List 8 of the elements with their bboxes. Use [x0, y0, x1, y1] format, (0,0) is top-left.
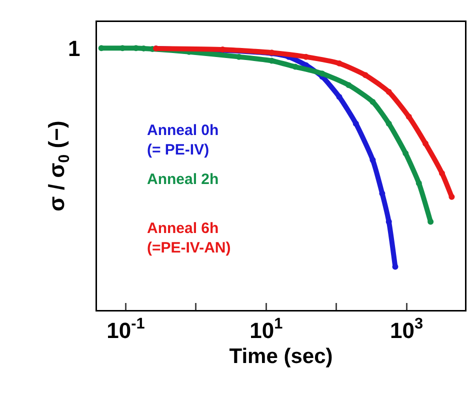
- text: Anneal 0h (= PE-IV): [147, 122, 219, 158]
- x-tick-label: 10$^{-1}$: [106, 316, 146, 343]
- text: 1: [68, 36, 80, 61]
- text: Anneal 2h: [147, 171, 219, 188]
- x-tick-label: 10$^{3}$: [390, 316, 424, 343]
- text: Anneal 6h (=PE-IV-AN): [147, 220, 231, 256]
- x-tick-label: 10$^{1}$: [250, 316, 284, 343]
- x-axis-title: Time (sec): [229, 344, 333, 368]
